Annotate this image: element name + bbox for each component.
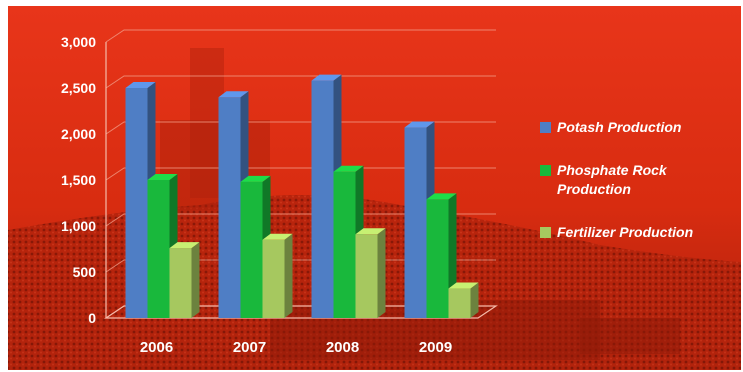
bar-phosphate-rock-production	[240, 181, 263, 318]
bar-potash-production	[125, 88, 148, 318]
y-tick-label: 1,000	[61, 218, 96, 234]
bar-side	[191, 242, 200, 318]
y-tick-label: 2,500	[61, 80, 96, 96]
bar-potash-production	[218, 97, 241, 318]
bar-side	[377, 228, 386, 318]
gridline	[105, 29, 496, 43]
bar-top	[218, 91, 249, 98]
bar-top	[355, 228, 386, 235]
bar-top	[448, 282, 479, 289]
bar-side	[470, 282, 479, 318]
bar-top	[125, 82, 156, 88]
bar-top	[169, 242, 200, 249]
bar-potash-production	[404, 127, 427, 318]
y-tick-label: 500	[73, 264, 97, 280]
bar-top	[404, 121, 435, 128]
gridline	[105, 167, 496, 181]
y-tick-label: 3,000	[61, 34, 96, 50]
bar-phosphate-rock-production	[426, 199, 449, 318]
x-tick-label: 2007	[233, 339, 266, 356]
legend-label: Phosphate Rock Production	[557, 162, 667, 197]
gridline	[105, 121, 496, 135]
y-tick-label: 1,500	[61, 172, 96, 188]
bar-top	[147, 174, 178, 180]
legend-swatch	[540, 122, 551, 133]
bar-phosphate-rock-production	[333, 171, 356, 318]
bar-fertilizer-production	[262, 239, 285, 318]
legend-label: Potash Production	[557, 119, 682, 135]
bar-top	[240, 175, 271, 182]
bar-potash-production	[311, 80, 334, 318]
gridline	[105, 213, 496, 227]
gridline	[105, 75, 496, 89]
y-tick-label: 2,000	[61, 126, 96, 142]
bar-top	[311, 74, 342, 81]
bar-top	[426, 193, 457, 200]
legend-swatch	[540, 227, 551, 238]
legend-item: Fertilizer Production	[540, 223, 740, 242]
x-tick-label: 2009	[419, 339, 452, 356]
bar-side	[284, 233, 293, 318]
bar-fertilizer-production	[355, 234, 378, 318]
bar-phosphate-rock-production	[147, 180, 170, 318]
x-tick-label: 2006	[140, 339, 173, 356]
bar-top	[262, 233, 293, 240]
bar-fertilizer-production	[169, 248, 192, 318]
y-tick-label: 0	[88, 310, 96, 326]
legend-item: Phosphate Rock Production	[540, 161, 740, 199]
bar-top	[333, 165, 364, 172]
legend-item: Potash Production	[540, 118, 740, 137]
x-tick-label: 2008	[326, 339, 359, 356]
legend-label: Fertilizer Production	[557, 224, 694, 240]
plot-area: 0 500 1,000 1,500 2,000 2,500 3,000 2006 2007 200…	[61, 29, 498, 356]
legend: Potash Production Phosphate Rock Producti…	[540, 118, 740, 266]
legend-swatch	[540, 165, 551, 176]
bar-fertilizer-production	[448, 288, 471, 318]
